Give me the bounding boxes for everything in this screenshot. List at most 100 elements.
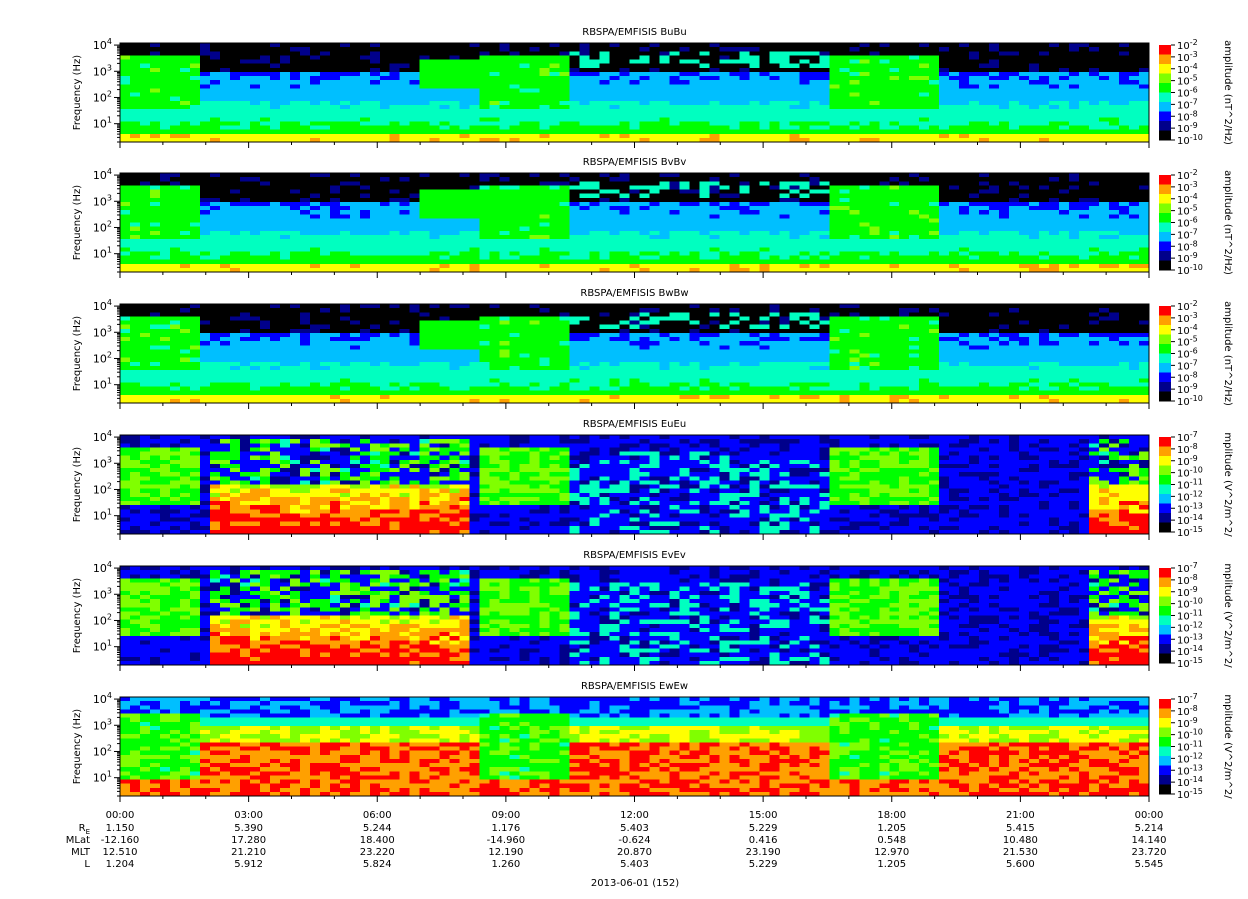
spectrogram-cell <box>799 113 810 118</box>
spectrogram-cell <box>349 84 361 89</box>
spectrogram-cell <box>1089 55 1100 61</box>
spectrogram-cell <box>219 210 231 215</box>
spectrogram-cell <box>389 177 401 182</box>
spectrogram-cell <box>369 218 381 224</box>
spectrogram-cell <box>199 125 211 131</box>
spectrogram-cell <box>389 59 401 65</box>
spectrogram-cell <box>289 267 301 273</box>
spectrogram-cell <box>909 185 920 191</box>
spectrogram-cell <box>989 63 1000 69</box>
spectrogram-cell <box>459 181 471 186</box>
spectrogram-cell <box>229 55 241 61</box>
spectrogram-cell <box>359 113 371 118</box>
spectrogram-cell <box>509 226 521 232</box>
spectrogram-cell <box>489 121 501 127</box>
spectrogram-cell <box>409 263 421 269</box>
spectrogram-cell <box>949 104 960 110</box>
spectrogram-cell <box>199 247 211 252</box>
spectrogram-cell <box>509 125 521 131</box>
spectrogram-cell <box>419 239 431 244</box>
spectrogram-cell <box>899 71 910 77</box>
spectrogram-cell <box>699 104 711 110</box>
spectrogram-cell <box>779 251 790 257</box>
spectrogram-cell <box>279 137 291 143</box>
spectrogram-cell <box>319 113 331 118</box>
spectrogram-cell <box>369 247 381 252</box>
spectrogram-cell <box>229 84 241 89</box>
spectrogram-cell <box>159 113 171 118</box>
spectrogram-cell <box>919 63 930 69</box>
spectrogram-cell <box>169 243 181 248</box>
spectrogram-cell <box>749 218 760 224</box>
spectrogram-cell <box>589 59 601 65</box>
spectrogram-cell <box>579 80 591 85</box>
spectrogram-cell <box>269 177 281 182</box>
spectrogram-cell <box>399 51 411 56</box>
spectrogram-cell <box>419 251 431 257</box>
spectrogram-cell <box>779 84 790 89</box>
colorbar-cell <box>1159 132 1171 136</box>
spectrogram-cell <box>149 71 161 77</box>
spectrogram-cell <box>259 197 271 203</box>
spectrogram-cell <box>979 193 990 199</box>
spectrogram-cell <box>979 100 990 106</box>
spectrogram-cell <box>309 222 321 228</box>
spectrogram-cell <box>1099 43 1110 48</box>
spectrogram-cell <box>199 259 211 265</box>
spectrogram-cell <box>879 51 890 56</box>
spectrogram-cell <box>979 230 990 236</box>
spectrogram-cell <box>739 51 750 56</box>
spectrogram-cell <box>1119 63 1130 69</box>
spectrogram-cell <box>949 247 960 252</box>
spectrogram-cell <box>1139 80 1150 85</box>
spectrogram-cell <box>739 80 750 85</box>
spectrogram-cell <box>329 117 341 122</box>
spectrogram-cell <box>689 230 701 236</box>
spectrogram-cell <box>839 181 850 186</box>
spectrogram-cell <box>799 129 810 135</box>
spectrogram-cell <box>769 92 780 98</box>
spectrogram-cell <box>419 189 431 195</box>
spectrogram-cell <box>829 59 840 65</box>
spectrogram-cell <box>1099 51 1110 56</box>
spectrogram-cell <box>579 67 591 73</box>
spectrogram-cell <box>689 125 701 131</box>
spectrogram-cell <box>279 109 291 114</box>
spectrogram-cell <box>699 109 711 114</box>
spectrogram-cell <box>739 177 750 182</box>
spectrogram-cell <box>549 59 561 65</box>
spectrogram-cell <box>849 226 860 232</box>
spectrogram-cell <box>679 189 691 195</box>
spectrogram-cell <box>569 129 581 135</box>
spectrogram-cell <box>169 96 181 102</box>
spectrogram-cell <box>539 255 551 261</box>
spectrogram-cell <box>1069 222 1080 228</box>
spectrogram-cell <box>819 218 830 224</box>
spectrogram-cell <box>1039 125 1050 131</box>
spectrogram-cell <box>709 259 721 265</box>
spectrogram-cell <box>369 43 381 48</box>
spectrogram-cell <box>299 104 311 110</box>
spectrogram-cell <box>329 76 341 81</box>
spectrogram-cell <box>689 76 701 81</box>
spectrogram-cell <box>799 117 810 122</box>
spectrogram-cell <box>999 206 1010 211</box>
spectrogram-cell <box>689 137 701 143</box>
spectrogram-cell <box>139 201 151 207</box>
spectrogram-cell <box>239 59 251 65</box>
spectrogram-cell <box>839 63 850 69</box>
spectrogram-cell <box>199 80 211 85</box>
spectrogram-cell <box>129 222 141 228</box>
spectrogram-cell <box>1039 230 1050 236</box>
spectrogram-cell <box>749 251 760 257</box>
spectrogram-cell <box>649 47 661 52</box>
spectrogram-cell <box>999 185 1010 191</box>
spectrogram-cell <box>239 43 251 48</box>
spectrogram-cell <box>679 137 691 143</box>
spectrogram-cell <box>809 88 820 94</box>
spectrogram-cell <box>509 96 521 102</box>
spectrogram-cell <box>1069 267 1080 273</box>
spectrogram-cell <box>429 67 441 73</box>
spectrogram-cell <box>549 189 561 195</box>
spectrogram-cell <box>489 67 501 73</box>
